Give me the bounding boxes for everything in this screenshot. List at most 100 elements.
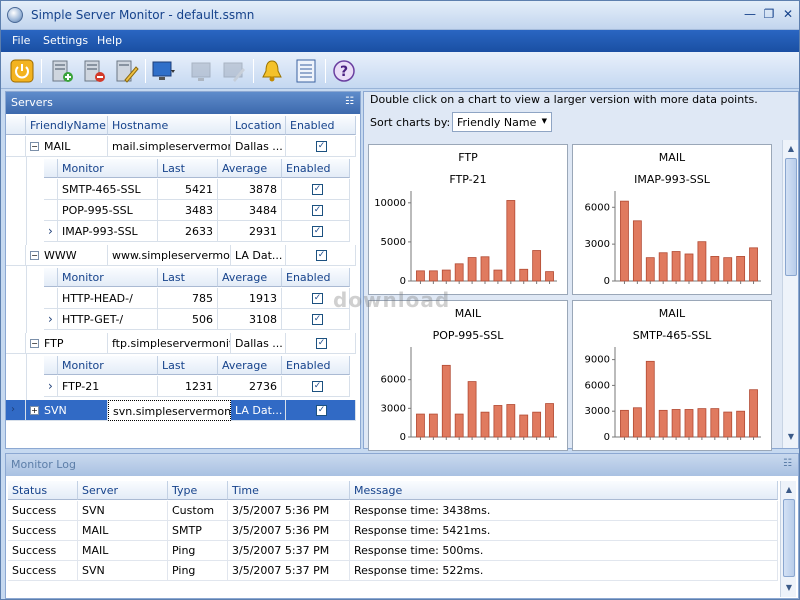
monitor-average[interactable]: 2931 <box>218 221 282 242</box>
log-row[interactable]: Success SVN Custom 3/5/2007 5:36 PM Response… <box>8 501 778 521</box>
restore-icon[interactable]: ❐ <box>763 7 775 21</box>
column-header[interactable]: Hostname <box>108 116 231 135</box>
subgrid-column-header[interactable]: Average <box>218 268 282 287</box>
monitor-name[interactable]: HTTP-HEAD-/ <box>58 288 158 309</box>
close-icon[interactable]: ✕ <box>782 7 794 21</box>
charts-scrollbar[interactable]: ▲ ▼ <box>782 140 798 448</box>
monitor-last[interactable]: 506 <box>158 309 218 330</box>
server-hostname[interactable]: www.simpleservermo... <box>108 245 231 266</box>
expand-toggle-icon[interactable]: + <box>30 406 39 415</box>
chart-card[interactable]: MAIL SMTP-465-SSL 0 3000 6000 9000 <box>572 300 772 451</box>
log-column-header[interactable]: Server <box>78 481 168 500</box>
server-hostname[interactable]: mail.simpleservermoni... <box>108 136 231 157</box>
add-server-icon[interactable] <box>49 58 75 84</box>
enabled-checkbox[interactable]: ✓ <box>316 338 327 349</box>
monitor-icon[interactable] <box>151 58 177 84</box>
server-name[interactable]: MAIL <box>26 136 108 157</box>
server-name[interactable]: WWW <box>26 245 108 266</box>
bell-icon[interactable] <box>259 58 285 84</box>
scroll-up-icon[interactable]: ▲ <box>787 144 795 153</box>
enabled-checkbox[interactable]: ✓ <box>312 381 323 392</box>
pin-icon[interactable]: ☷ <box>345 96 354 107</box>
monitor-average[interactable]: 1913 <box>218 288 282 309</box>
log-column-header[interactable]: Message <box>350 481 778 500</box>
scroll-thumb[interactable] <box>783 499 795 577</box>
server-hostname[interactable]: ftp.simpleservermonit... <box>108 333 231 354</box>
subgrid-column-header[interactable]: Enabled <box>282 159 350 178</box>
log-row[interactable]: Success MAIL Ping 3/5/2007 5:37 PM Response … <box>8 541 778 561</box>
subgrid-column-header[interactable]: Last <box>158 268 218 287</box>
pin-icon[interactable]: ☷ <box>783 458 792 469</box>
monitor-last[interactable]: 1231 <box>158 376 218 397</box>
monitor-last[interactable]: 785 <box>158 288 218 309</box>
subgrid-column-header[interactable]: Last <box>158 356 218 375</box>
log-column-header[interactable]: Time <box>228 481 350 500</box>
subgrid-column-header[interactable]: Last <box>158 159 218 178</box>
enabled-checkbox[interactable]: ✓ <box>316 250 327 261</box>
log-column-header[interactable]: Status <box>8 481 78 500</box>
column-header[interactable]: Enabled <box>286 116 356 135</box>
enabled-checkbox[interactable]: ✓ <box>312 314 323 325</box>
enabled-checkbox[interactable]: ✓ <box>316 405 327 416</box>
column-header[interactable]: FriendlyName <box>26 116 108 135</box>
server-location[interactable]: Dallas ... <box>231 333 286 354</box>
enabled-checkbox[interactable]: ✓ <box>312 226 323 237</box>
subgrid-column-header[interactable]: Monitor <box>58 268 158 287</box>
server-hostname[interactable]: svn.simpleservermoni... <box>108 400 231 421</box>
server-location[interactable]: LA Dat... <box>231 400 286 421</box>
monitor-average[interactable]: 3108 <box>218 309 282 330</box>
expand-toggle-icon[interactable]: − <box>30 251 39 260</box>
monitor-last[interactable]: 5421 <box>158 179 218 200</box>
monitor-name[interactable]: SMTP-465-SSL <box>58 179 158 200</box>
server-name[interactable]: FTP <box>26 333 108 354</box>
subgrid-column-header[interactable]: Average <box>218 356 282 375</box>
scroll-thumb[interactable] <box>785 158 797 276</box>
subgrid-column-header[interactable]: Monitor <box>58 356 158 375</box>
minimize-icon[interactable]: — <box>744 7 756 21</box>
log-column-header[interactable]: Type <box>168 481 228 500</box>
subgrid-column-header[interactable]: Enabled <box>282 268 350 287</box>
scroll-up-icon[interactable]: ▲ <box>785 485 793 494</box>
scroll-down-icon[interactable]: ▼ <box>787 432 795 441</box>
monitor-last[interactable]: 3483 <box>158 200 218 221</box>
chart-card[interactable]: MAIL IMAP-993-SSL 0 3000 6000 <box>572 144 772 295</box>
enabled-checkbox[interactable]: ✓ <box>312 184 323 195</box>
chart-card[interactable]: FTP FTP-21 0 5000 10000 <box>368 144 568 295</box>
log-row[interactable]: Success SVN Ping 3/5/2007 5:37 PM Response t… <box>8 561 778 581</box>
monitor-name[interactable]: HTTP-GET-/ <box>58 309 158 330</box>
list-icon[interactable] <box>293 58 319 84</box>
server-name[interactable]: SVN <box>26 400 108 421</box>
chart-card[interactable]: MAIL POP-995-SSL 0 3000 6000 <box>368 300 568 451</box>
log-cell: Ping <box>168 561 228 581</box>
log-row[interactable]: Success MAIL SMTP 3/5/2007 5:36 PM Response … <box>8 521 778 541</box>
sort-select[interactable]: Friendly Name ▼ <box>452 112 552 132</box>
subgrid-column-header[interactable]: Monitor <box>58 159 158 178</box>
title-bar[interactable]: Simple Server Monitor - default.ssmn — ❐… <box>1 1 799 30</box>
monitor-name[interactable]: POP-995-SSL <box>58 200 158 221</box>
monitor-name[interactable]: FTP-21 <box>58 376 158 397</box>
subgrid-column-header[interactable]: Average <box>218 159 282 178</box>
expand-toggle-icon[interactable]: − <box>30 339 39 348</box>
server-location[interactable]: Dallas ... <box>231 136 286 157</box>
server-location[interactable]: LA Dat... <box>231 245 286 266</box>
enabled-checkbox[interactable]: ✓ <box>312 293 323 304</box>
column-header[interactable]: Location <box>231 116 286 135</box>
menu-settings[interactable]: Settings <box>43 34 89 47</box>
monitor-average[interactable]: 3484 <box>218 200 282 221</box>
monitor-name[interactable]: IMAP-993-SSL <box>58 221 158 242</box>
menu-help[interactable]: Help <box>97 34 123 47</box>
enabled-checkbox[interactable]: ✓ <box>312 205 323 216</box>
monitor-average[interactable]: 3878 <box>218 179 282 200</box>
menu-file[interactable]: File <box>12 34 31 47</box>
help-icon[interactable]: ? <box>331 58 357 84</box>
scroll-down-icon[interactable]: ▼ <box>785 583 793 592</box>
monitor-average[interactable]: 2736 <box>218 376 282 397</box>
edit-server-icon[interactable] <box>113 58 139 84</box>
monitor-last[interactable]: 2633 <box>158 221 218 242</box>
enabled-checkbox[interactable]: ✓ <box>316 141 327 152</box>
subgrid-column-header[interactable]: Enabled <box>282 356 350 375</box>
remove-server-icon[interactable] <box>81 58 107 84</box>
expand-toggle-icon[interactable]: − <box>30 142 39 151</box>
log-scrollbar[interactable]: ▲ ▼ <box>780 481 796 597</box>
power-icon[interactable] <box>9 58 35 84</box>
